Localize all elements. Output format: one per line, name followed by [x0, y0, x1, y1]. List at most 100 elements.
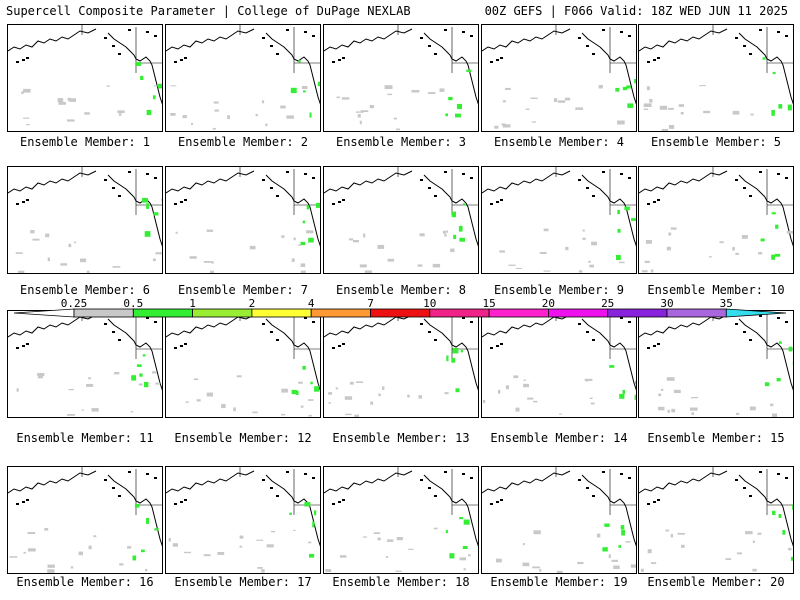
ensemble-panel [638, 24, 794, 132]
island [620, 473, 623, 475]
scp-shading [615, 87, 620, 92]
island [262, 179, 265, 181]
scp-shading [118, 113, 122, 116]
island [128, 29, 131, 31]
island [420, 323, 423, 325]
scp-shading [78, 551, 83, 556]
scp-shading [32, 238, 40, 241]
scp-shading [445, 529, 448, 534]
scp-shading [432, 263, 441, 268]
scp-shading [154, 85, 162, 87]
panel-label: Ensemble Member: 2 [177, 135, 309, 149]
scp-shading [645, 240, 652, 244]
scp-shading [393, 117, 397, 120]
scp-shading [172, 543, 178, 547]
scp-shading [312, 521, 315, 528]
scp-shading [227, 115, 230, 120]
scp-shading [21, 91, 24, 94]
scp-shading [691, 397, 699, 399]
coastline [639, 470, 793, 547]
scp-shading [93, 535, 97, 538]
island [174, 203, 177, 205]
scp-shading [387, 539, 394, 542]
island [22, 201, 25, 203]
scp-shading [256, 539, 264, 541]
island [184, 499, 187, 501]
scp-shading [328, 392, 333, 395]
island [470, 477, 473, 479]
panel-label: Ensemble Member: 19 [490, 575, 628, 589]
scp-shading [26, 124, 30, 126]
scp-shading [644, 260, 650, 263]
scp-shading [622, 389, 625, 394]
colorbar-segment [488, 308, 549, 318]
island [735, 179, 738, 181]
ensemble-panel [165, 166, 321, 274]
scp-shading [70, 566, 74, 569]
island [104, 179, 107, 181]
coastline [324, 170, 478, 247]
island [759, 29, 762, 31]
scp-shading [175, 231, 178, 234]
scp-shading [146, 518, 149, 524]
scp-shading [515, 407, 520, 412]
scp-shading [183, 551, 191, 554]
island [338, 501, 341, 503]
panel-map [324, 167, 478, 273]
scp-shading [505, 87, 511, 90]
island [578, 179, 581, 181]
scp-shading [255, 114, 258, 117]
island [586, 331, 589, 333]
border-lines [712, 467, 793, 515]
scp-shading [589, 264, 594, 268]
scp-shading [564, 97, 571, 101]
scp-shading [134, 503, 140, 508]
scp-shading [67, 414, 75, 416]
ensemble-panel [323, 466, 479, 574]
island [500, 343, 503, 345]
colorbar-segment [132, 308, 194, 318]
scp-shading [349, 238, 354, 241]
scp-shading [360, 110, 369, 112]
colorbar-tick-label: 1 [189, 297, 196, 310]
island [174, 347, 177, 349]
scp-shading [142, 354, 146, 357]
island [647, 203, 650, 205]
scp-shading [252, 411, 258, 414]
scp-shading [772, 413, 778, 417]
scp-shading [771, 212, 776, 215]
scp-shading [131, 375, 137, 381]
scp-shading [439, 88, 445, 92]
island [743, 331, 746, 333]
scp-shading [356, 381, 364, 383]
scp-shading [787, 104, 792, 111]
panel-map [8, 311, 162, 416]
panel-map [639, 311, 793, 417]
ensemble-panel [7, 24, 163, 132]
coastline [166, 170, 320, 247]
scp-shading [185, 401, 189, 403]
scp-shading [300, 405, 304, 408]
scp-shading [315, 202, 320, 208]
scp-shading [302, 220, 305, 224]
scp-shading [699, 85, 706, 87]
island [777, 317, 780, 319]
scp-shading [291, 258, 295, 262]
island [286, 29, 289, 31]
panel-label: Ensemble Member: 15 [647, 431, 785, 445]
scp-shading [293, 529, 296, 531]
island [592, 53, 595, 55]
scp-shading [203, 261, 212, 263]
border-lines [712, 25, 793, 73]
border-lines [397, 25, 478, 73]
island [777, 473, 780, 475]
scp-shading [691, 412, 694, 415]
island [16, 61, 19, 63]
colorbar-segment [429, 308, 490, 318]
scp-shading [317, 81, 320, 87]
island [312, 35, 315, 37]
scp-shading [217, 552, 225, 555]
island [262, 37, 265, 39]
scp-shading [114, 372, 120, 375]
scp-shading [236, 375, 242, 378]
